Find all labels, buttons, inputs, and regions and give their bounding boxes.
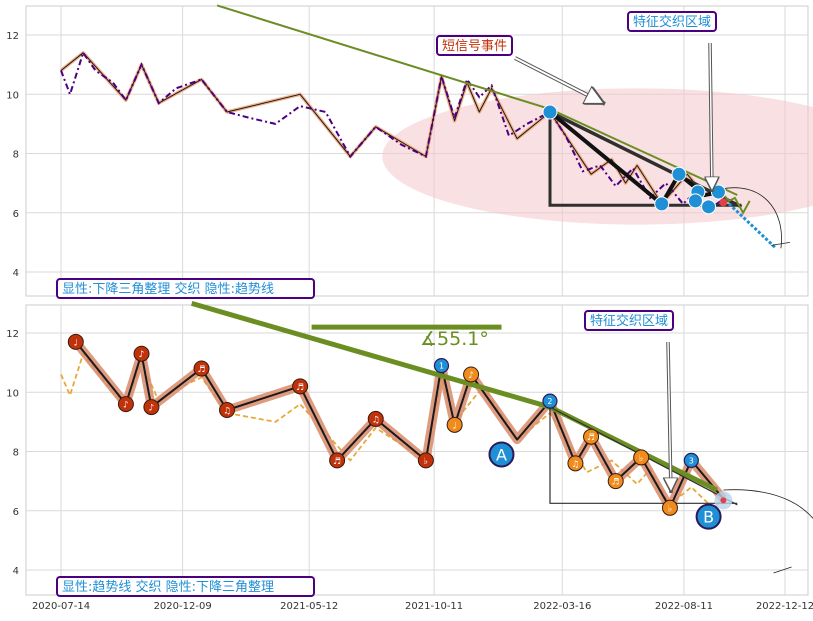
top-projection-curve — [720, 187, 782, 249]
bottom-orange-marker-label: ♬ — [612, 478, 620, 488]
bottom-angle-label: ∡55.1° — [420, 328, 489, 350]
bottom-red-marker-label: ♪ — [149, 404, 155, 414]
top-blue-marker — [701, 199, 717, 215]
bottom-y-tick-label: 8 — [13, 448, 19, 459]
bottom-zone-label: 特征交织区域 — [590, 313, 668, 329]
bottom-y-tick-label: 10 — [6, 388, 19, 399]
bottom-orange-marker — [633, 449, 650, 466]
bottom-letter-marker-label: A — [496, 445, 507, 464]
bottom-zone-label-box — [584, 310, 674, 331]
top-event-arrow — [514, 57, 603, 103]
top-zone-label-box — [627, 11, 717, 32]
bottom-orange-marker-label: ♪ — [468, 371, 474, 381]
top-y-tick-label: 8 — [13, 150, 19, 161]
bottom-blue-marker-label: 3 — [689, 456, 694, 465]
x-axis: 2020-07-14 2020-12-09 2021-05-12 2021-10-11… — [32, 601, 813, 612]
bottom-blue-marker-label: 1 — [439, 362, 444, 371]
bottom-red-marker-label: ♭ — [424, 457, 428, 467]
top-y-tick-label: 10 — [6, 90, 19, 101]
bottom-orange-marker — [583, 428, 600, 445]
bottom-projection-curve — [723, 489, 813, 520]
top-end-dot — [719, 198, 728, 207]
top-y-tick-label: 12 — [6, 31, 19, 42]
x-tick-label: 2022-03-16 — [533, 601, 591, 612]
bottom-zigzag-line — [75, 341, 725, 509]
top-blue-marker — [654, 196, 670, 212]
x-tick-label: 2020-12-09 — [154, 601, 212, 612]
top-thick-segment — [548, 110, 664, 206]
top-triangle-base — [548, 112, 742, 207]
bottom-letter-marker — [488, 441, 515, 468]
top-blue-marker — [671, 166, 687, 182]
bottom-red-marker-label: ♬ — [296, 383, 304, 393]
bottom-orange-marker — [567, 455, 584, 472]
bottom-letter-marker — [695, 503, 722, 530]
top-green-tail — [720, 191, 751, 215]
bottom-red-marker — [329, 452, 346, 469]
top-footer-label: 显性:下降三角整理 交织 隐性:趋势线 — [62, 281, 274, 297]
bottom-blue-marker — [542, 393, 558, 409]
x-tick-label: 2021-05-12 — [280, 601, 338, 612]
top-y-tick-label: 4 — [13, 268, 19, 279]
bottom-red-marker-label: ♫ — [372, 415, 380, 425]
bottom-orange-marker-label: ♬ — [587, 433, 595, 443]
top-projection-tick — [770, 241, 790, 246]
bottom-red-marker-label: ♩ — [74, 338, 78, 348]
top-zone-label: 特征交织区域 — [633, 14, 711, 30]
bottom-projection-tick — [773, 566, 792, 574]
bottom-red-marker-label: ♬ — [197, 365, 205, 375]
bottom-y-tick-label: 6 — [13, 507, 19, 518]
bottom-orange-marker — [607, 473, 624, 490]
bottom-footer-label-box — [56, 576, 315, 597]
bottom-red-marker — [67, 333, 84, 350]
bottom-orange-marker-label: ♩ — [453, 421, 457, 431]
x-tick-label: 2022-12-12 — [756, 601, 813, 612]
bottom-blue-marker-label: 2 — [547, 397, 552, 406]
bottom-end-dot — [720, 497, 727, 504]
x-tick-label: 2022-08-11 — [655, 601, 713, 612]
top-projection-dashed — [728, 202, 778, 250]
bottom-orange-marker-label: ♭ — [639, 454, 643, 464]
bottom-footer-label: 显性:趋势线 交织 隐性:下降三角整理 — [62, 579, 274, 595]
bottom-red-marker — [133, 345, 150, 362]
top-event-label-box — [436, 35, 513, 56]
top-footer-label-box — [56, 278, 315, 299]
top-blue-marker — [687, 193, 703, 209]
bottom-orange-marker — [661, 499, 678, 516]
top-y-tick-label: 6 — [13, 209, 19, 220]
x-tick-label: 2021-10-11 — [405, 601, 463, 612]
top-zone-arrow — [710, 42, 712, 190]
bottom-orange-marker-label: ♭ — [668, 504, 672, 514]
bottom-red-marker — [117, 396, 134, 413]
bottom-zone-arrow — [668, 341, 671, 491]
bottom-orange-marker — [446, 416, 463, 433]
bottom-y-tick-label: 12 — [6, 329, 19, 340]
bottom-red-marker — [193, 360, 210, 377]
bottom-red-marker — [417, 452, 434, 469]
bottom-red-marker-label: ♬ — [333, 457, 341, 467]
bottom-red-marker-label: ♫ — [223, 407, 231, 417]
x-tick-label: 2020-07-14 — [32, 601, 90, 612]
top-price-line — [60, 50, 722, 212]
bottom-red-marker — [367, 410, 384, 427]
bottom-red-marker-label: ♪ — [123, 401, 129, 411]
bottom-red-marker — [143, 399, 160, 416]
bottom-blue-marker — [683, 452, 699, 468]
bottom-orange-marker — [463, 366, 480, 383]
bottom-y-tick-label: 4 — [13, 566, 19, 577]
bottom-red-marker — [292, 378, 309, 395]
bottom-red-marker — [219, 402, 236, 419]
top-event-label: 短信号事件 — [442, 39, 507, 54]
bottom-red-marker-label: ♪ — [139, 350, 145, 360]
bottom-letter-marker-label: B — [703, 508, 714, 527]
bottom-orange-marker-label: ♫ — [571, 460, 579, 470]
top-blue-marker — [542, 104, 558, 120]
bottom-blue-marker — [433, 357, 450, 374]
